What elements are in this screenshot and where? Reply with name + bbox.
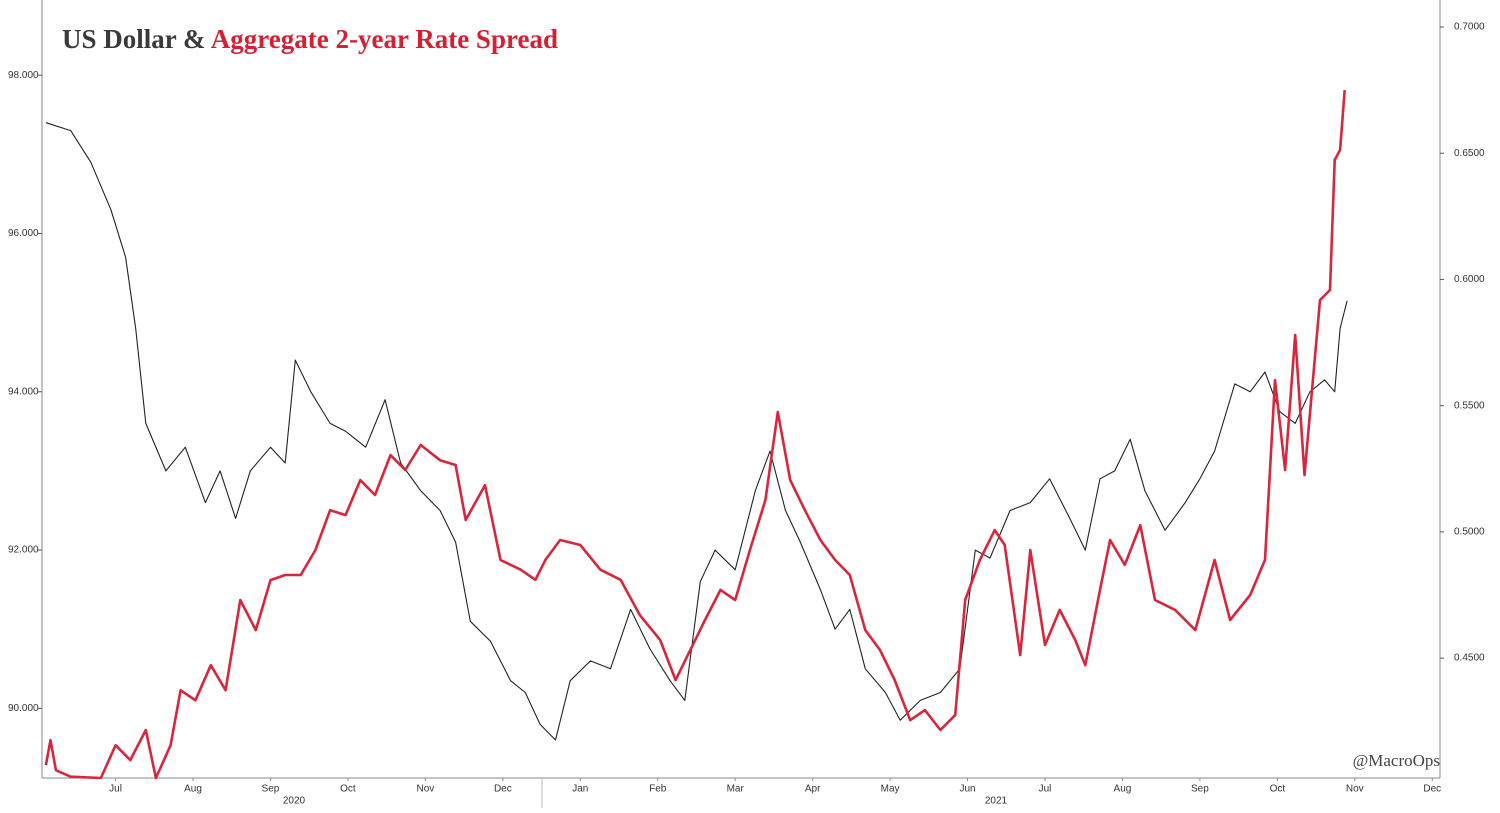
y-tick-label: 90.000 xyxy=(8,703,39,714)
x-tick-label: Aug xyxy=(1114,784,1132,795)
x-tick-label: Aug xyxy=(184,784,202,795)
y2-tick-label: 0.6500 xyxy=(1454,148,1485,159)
series-line xyxy=(44,90,1346,780)
y2-tick-label: 0.6000 xyxy=(1454,274,1485,285)
y-tick-label: 94.000 xyxy=(8,386,39,397)
chart-title: US Dollar & Aggregate 2-year Rate Spread xyxy=(62,24,558,54)
y-tick-label: 96.000 xyxy=(8,228,39,239)
x-tick-label: May xyxy=(881,784,900,795)
x-tick-label: Nov xyxy=(416,784,434,795)
year-label: 2021 xyxy=(985,796,1008,807)
series-line xyxy=(45,122,1348,741)
title-part: US Dollar & xyxy=(62,24,206,54)
x-tick-label: Oct xyxy=(340,784,356,795)
axes xyxy=(41,0,1441,808)
y2-tick-label: 0.5000 xyxy=(1454,527,1485,538)
watermark: @MacroOps xyxy=(1353,751,1440,770)
y-tick-label: 92.000 xyxy=(8,545,39,556)
year-label: 2020 xyxy=(283,796,306,807)
x-tick-label: Apr xyxy=(805,784,821,795)
x-tick-label: Jan xyxy=(572,784,588,795)
y2-tick-label: 0.5500 xyxy=(1454,400,1485,411)
x-tick-label: Mar xyxy=(727,784,745,795)
y2-tick-label: 0.7000 xyxy=(1454,22,1485,33)
x-tick-label: Jun xyxy=(959,784,975,795)
x-tick-label: Sep xyxy=(1191,784,1209,795)
x-tick-label: Jul xyxy=(109,784,122,795)
title-highlight: Aggregate 2-year Rate Spread xyxy=(211,24,558,54)
y2-tick-label: 0.4500 xyxy=(1454,653,1485,664)
x-tick-label: Oct xyxy=(1270,784,1286,795)
y-tick-label: 98.000 xyxy=(8,70,39,81)
x-tick-label: Dec xyxy=(1423,784,1441,795)
x-tick-label: Sep xyxy=(262,784,280,795)
x-tick-label: Feb xyxy=(649,784,667,795)
x-tick-label: Nov xyxy=(1346,784,1364,795)
x-tick-label: Jul xyxy=(1039,784,1052,795)
x-tick-label: Dec xyxy=(494,784,512,795)
